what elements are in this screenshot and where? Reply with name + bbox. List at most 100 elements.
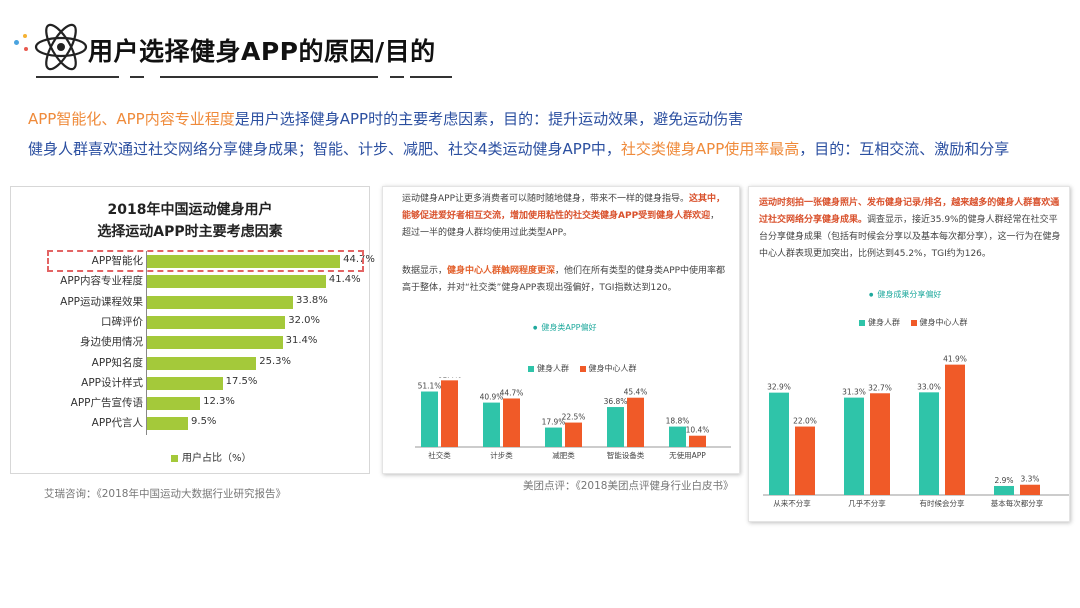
bar [627, 397, 644, 447]
panel-3-highlight: 运动时刻拍一张健身照片、发布健身记录/排名，越来越多的健身人群喜欢通过社交网络分… [759, 198, 1060, 225]
chart-1-subtitle: 选择运动APP时主要考虑因素 [97, 224, 283, 240]
chart-1-title: 2018年中国运动健身用户 [107, 202, 273, 218]
bar-value-label: 17.5% [225, 375, 258, 387]
chart-3-plot: 32.9% 22.0% 从来不分享 31.3% 32.7% 几乎不分享 33.0% 41.9%… [763, 355, 1069, 508]
summary-line-2-text-b: ，目的：互相交流、激励和分享 [799, 140, 1010, 158]
panel-app-preference: 运动健身APP让更多消费者可以随时随地健身，带来不一样的健身指导。这其中，能够促… [382, 186, 740, 474]
bar-value-label: 32.9% [767, 383, 791, 392]
bar [147, 356, 257, 370]
bar-value-label: 31.4% [285, 335, 318, 347]
tick-label: 从来不分享 [773, 498, 811, 508]
panel-2-paragraph-2: 数据显示，健身中心人群触网程度更深，他们在所有类型的健身类APP中使用率都高于整… [402, 263, 726, 297]
bar-value-label: 2.9% [994, 476, 1013, 485]
bar-row: 身边使用情况 31.4% [11, 332, 369, 352]
bar [1020, 484, 1040, 495]
chart-3-legend: 健身人群 健身中心人群 [859, 317, 968, 328]
bar-value-label: 12.3% [203, 396, 235, 408]
bar-row: APP内容专业程度 41.4% [11, 271, 369, 291]
bar-value-label: 25.3% [259, 355, 292, 367]
tick-label: 几乎不分享 [848, 498, 886, 508]
tick-label: 智能设备类 [607, 450, 645, 460]
summary-line-1: APP智能化、APP内容专业程度是用户选择健身APP时的主要考虑因素，目的：提升… [28, 108, 743, 129]
bar-value-label: 31.3% [842, 388, 866, 397]
panel-2-text-a: 运动健身APP让更多消费者可以随时随地健身，带来不一样的健身指导。 [402, 194, 690, 204]
bar [147, 417, 189, 431]
tick-label: 计步类 [490, 450, 513, 460]
chart-2-legend: 健身人群 健身中心人群 [528, 363, 637, 374]
atom-icon [34, 23, 88, 71]
bar-label: APP智能化 [91, 255, 143, 267]
legend-swatch-teal [528, 365, 534, 372]
tick-label: 基本每次都分享 [991, 498, 1044, 508]
bar [769, 392, 789, 495]
chart-1-legend-label: 用户占比（%） [182, 453, 252, 464]
bar-value-label: 41.4% [328, 274, 361, 286]
panel-2-text-c: 数据显示， [402, 266, 448, 276]
panel-2-text-d: ，他们在所有类型的健身类APP中使用率都高于整体，并对“社交类”健身APP表现出… [402, 266, 726, 293]
chart-2-plot: 51.1% 61.4% 社交类 40.9%44.7% 计步类 17.9%22.5% 减肥类 3… [415, 377, 731, 460]
bar-label: APP广告宣传语 [70, 397, 143, 410]
bar-value-label: 9.5% [191, 416, 217, 428]
page-title: 用户选择健身APP的原因/目的 [88, 37, 436, 66]
source-iresearch: 艾瑞咨询：《2018年中国运动大数据行业研究报告》 [44, 488, 286, 500]
bar-label: APP知名度 [91, 356, 143, 369]
legend-swatch [171, 454, 178, 462]
tick-label: 无使用APP [669, 450, 706, 460]
summary-line-1-text: 是用户选择健身APP时的主要考虑因素，目的：提升运动效果，避免运动伤害 [234, 110, 744, 128]
bar [689, 435, 706, 447]
bar [795, 426, 815, 495]
bar-value-label: 45.4% [624, 388, 648, 397]
highlight-dashed-box [47, 250, 364, 272]
legend-swatch-teal [859, 319, 865, 326]
bar-value-label: 61.4% [438, 377, 462, 379]
summary-line-2-highlight: 社交类健身APP使用率最高 [620, 140, 800, 158]
bar-row: APP运动课程效果 33.8% [11, 292, 369, 312]
bar-value-label: 44.7% [343, 254, 375, 265]
bar-label: APP代言人 [91, 417, 143, 430]
bar-row: 口碑评价 32.0% [11, 312, 369, 332]
bar-value-label: 22.0% [793, 417, 817, 426]
bar [147, 275, 326, 289]
bar-value-label: 18.8% [666, 417, 690, 426]
chart-1-axis [146, 251, 147, 435]
summary-line-2: 健身人群喜欢通过社交网络分享健身成果；智能、计步、减肥、社交4类运动健身APP中… [28, 138, 1009, 159]
bar [607, 407, 624, 447]
bar-row: APP代言人 9.5% [11, 413, 369, 433]
chart-2-legend-a: 健身人群 [537, 364, 569, 373]
panel-3-paragraph: 运动时刻拍一张健身照片、发布健身记录/排名，越来越多的健身人群喜欢通过社交网络分… [759, 195, 1063, 263]
bar-row: APP设计样式 17.5% [11, 373, 369, 393]
bar-value-label: 51.1% [418, 382, 442, 391]
tick-label: 社交类 [428, 450, 451, 460]
bar [147, 397, 201, 411]
bar-value-label: 44.7% [500, 388, 524, 397]
bar-label: APP内容专业程度 [60, 275, 143, 288]
panel-3-text: 调查显示，接近35.9%的健身人群经常在社交平台分享健身成果（包括有时候会分享以… [759, 215, 1061, 259]
bar-label: 口碑评价 [101, 315, 143, 328]
chart-2-title: 健身类APP偏好 [533, 322, 596, 333]
chart-1-legend: 用户占比（%） [171, 449, 252, 464]
bar-value-label: 32.0% [288, 314, 321, 326]
bar-label: APP运动课程效果 [60, 295, 143, 308]
bar [421, 391, 438, 447]
bar [545, 427, 562, 447]
bar [994, 485, 1014, 495]
bar-value-label: 36.8% [604, 397, 628, 406]
summary-line-2-text-a: 健身人群喜欢通过社交网络分享健身成果；智能、计步、减肥、社交4类运动健身APP中… [28, 140, 621, 158]
panel-sharing-preference: 运动时刻拍一张健身照片、发布健身记录/排名，越来越多的健身人群喜欢通过社交网络分… [748, 186, 1070, 522]
bar [844, 397, 864, 495]
panel-2-text-b: ，超过一半的健身人群均使用过此类型APP。 [402, 211, 720, 238]
bar-value-label: 33.0% [917, 382, 941, 391]
tick-label: 减肥类 [552, 450, 575, 460]
bar [147, 376, 223, 390]
bar-value-label: 10.4% [686, 426, 710, 435]
bar [565, 422, 582, 447]
bar-value-label: 40.9% [480, 393, 504, 402]
bar [503, 398, 520, 447]
bar [870, 393, 890, 495]
bar-label: APP设计样式 [81, 376, 143, 389]
bar [945, 364, 965, 495]
chart-3-legend-b: 健身中心人群 [919, 318, 968, 327]
chart-panel-factors: 2018年中国运动健身用户 选择运动APP时主要考虑因素 APP智能化 44.7%… [10, 186, 375, 474]
bar [669, 426, 686, 447]
bar [483, 402, 500, 447]
